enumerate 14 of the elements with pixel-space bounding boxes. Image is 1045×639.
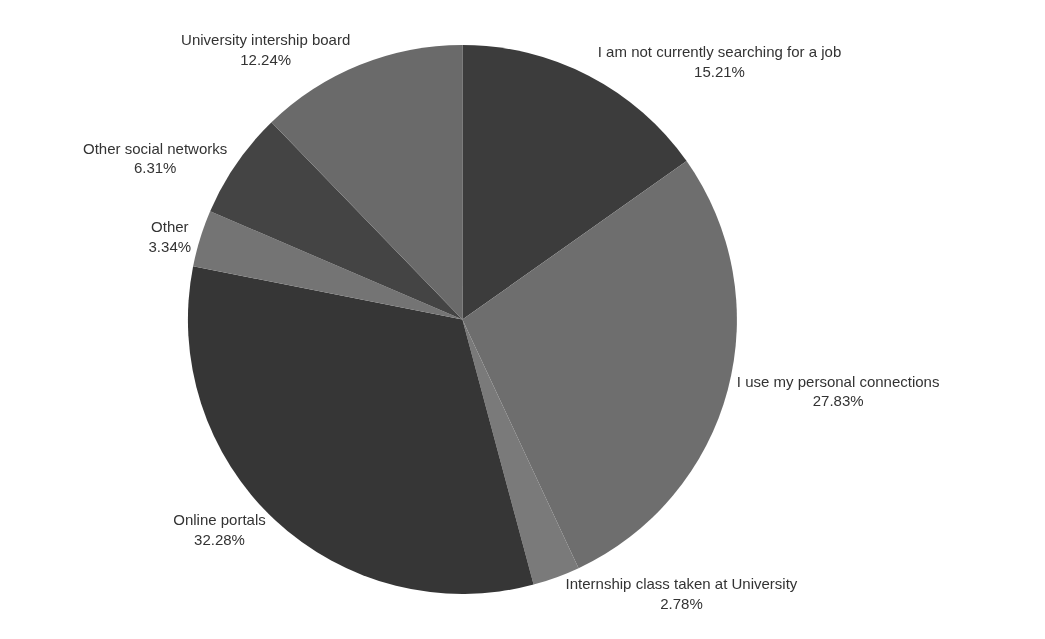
slice-label: Online portals [173,511,266,529]
slice-label: Other social networks [83,139,228,157]
data-label: 32.28% [194,530,245,548]
data-label: 12.24% [240,50,292,68]
slice-label: University intership board [181,31,351,49]
data-label: 27.83% [812,392,864,410]
slice-label: Other [151,218,189,236]
slice-label: I am not currently searching for a job [597,43,842,61]
slice-label: Internship class taken at University [565,575,798,593]
data-label: 2.78% [660,594,703,612]
data-label: 6.31% [133,159,177,177]
slice-label: I use my personal connections [736,372,940,390]
data-label: 15.21% [694,62,745,80]
data-label: 3.34% [148,237,192,255]
